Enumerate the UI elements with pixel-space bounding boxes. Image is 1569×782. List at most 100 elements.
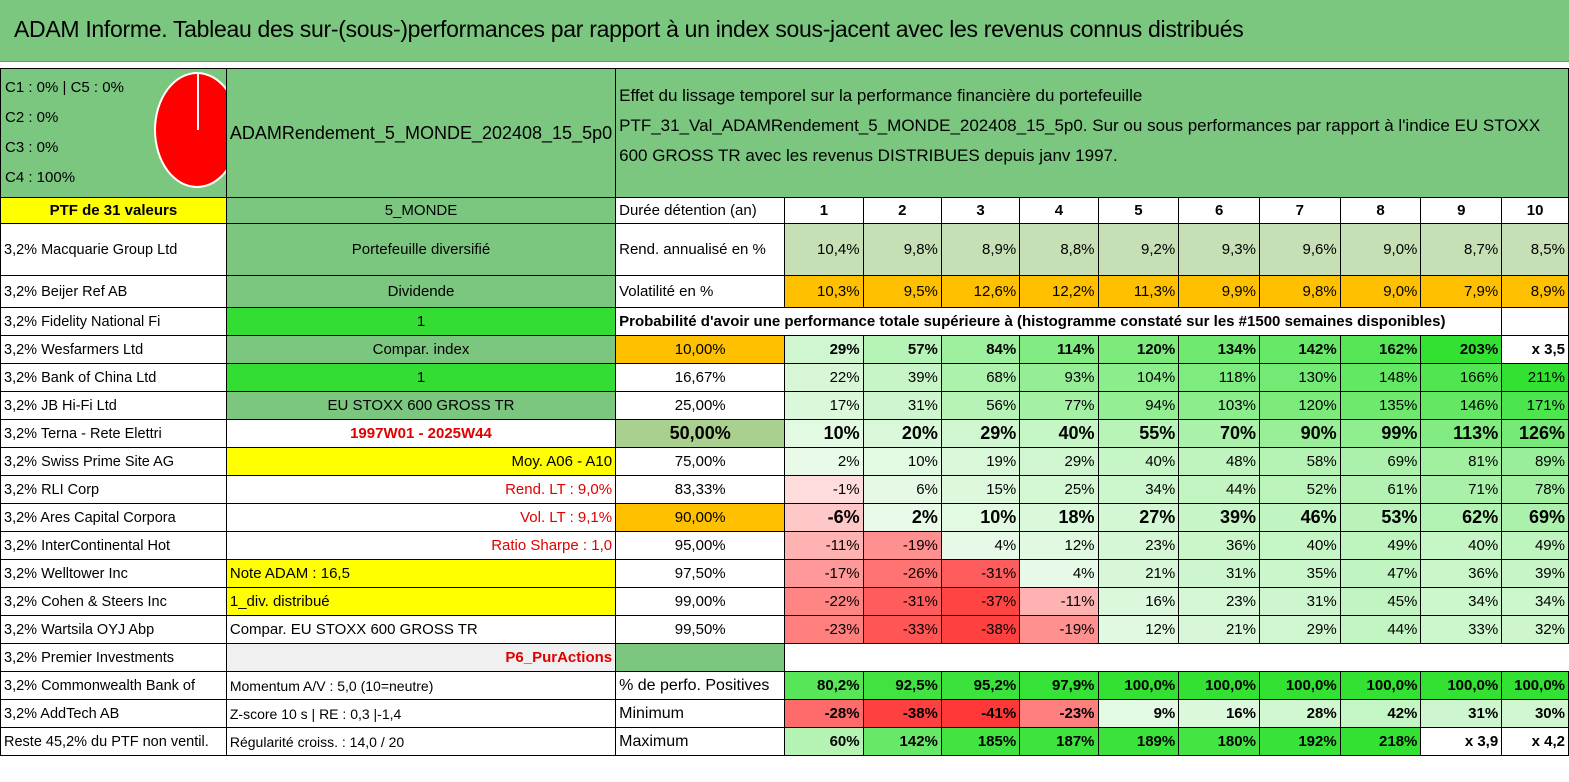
year-header: 6 <box>1178 197 1260 224</box>
probability-value: 23% <box>1178 587 1260 616</box>
side-period: 1997W01 - 2025W44 <box>225 419 617 448</box>
positives-value: 100,0% <box>1420 671 1503 700</box>
probability-value: -11% <box>1019 587 1099 616</box>
probability-value: 78% <box>1501 475 1569 504</box>
year-header: 1 <box>784 197 864 224</box>
probability-value: -38% <box>940 615 1021 644</box>
probability-value: 40% <box>1097 447 1180 476</box>
probability-level: 95,00% <box>615 531 786 560</box>
probability-value: 4% <box>940 531 1021 560</box>
probability-value: 35% <box>1258 559 1341 588</box>
probability-title: Probabilité d'avoir une performance tota… <box>615 307 1503 336</box>
probability-value: 39% <box>1178 503 1260 532</box>
probability-value: 18% <box>1019 503 1099 532</box>
probability-value: 12% <box>1097 615 1180 644</box>
probability-value: 135% <box>1339 391 1422 420</box>
probability-value: 49% <box>1501 531 1569 560</box>
minimum-value: -23% <box>1019 699 1099 728</box>
vol-value: 9,8% <box>1258 275 1341 308</box>
minimum-value: 42% <box>1339 699 1422 728</box>
side-tag: P6_PurActions <box>225 643 617 672</box>
year-header: 10 <box>1501 197 1569 224</box>
side-dividende: Dividende <box>225 275 617 308</box>
probability-value: 33% <box>1420 615 1503 644</box>
spacer-cell <box>615 643 786 672</box>
probability-value: 47% <box>1339 559 1422 588</box>
holding: 3,2% Cohen & Steers Inc <box>0 587 227 616</box>
probability-value: 68% <box>940 363 1021 392</box>
side-sharpe: Ratio Sharpe : 1,0 <box>225 531 617 560</box>
table-row: 3,2% JB Hi-Fi Ltd EU STOXX 600 GROSS TR 25… <box>0 391 1569 420</box>
legend-line: C1 : 0% | C5 : 0% <box>5 79 124 96</box>
probability-value: 134% <box>1178 335 1260 364</box>
probability-value: 34% <box>1420 587 1503 616</box>
probability-value: 148% <box>1339 363 1422 392</box>
rend-value: 10,4% <box>784 223 864 276</box>
positives-value: 92,5% <box>862 671 942 700</box>
probability-value: 61% <box>1339 475 1422 504</box>
year-header: 2 <box>862 197 942 224</box>
positives-value: 100,0% <box>1339 671 1422 700</box>
probability-value: 27% <box>1097 503 1180 532</box>
minimum-value: -41% <box>940 699 1021 728</box>
probability-value: 29% <box>784 335 864 364</box>
probability-value: 21% <box>1178 615 1260 644</box>
side-note: Note ADAM : 16,5 <box>225 559 617 588</box>
probability-value: 31% <box>862 391 942 420</box>
rend-value: 9,0% <box>1339 223 1422 276</box>
maximum-value: x 3,9 <box>1420 727 1503 756</box>
empty-cell <box>1502 644 1569 672</box>
table-row: 3,2% RLI Corp Rend. LT : 9,0% 83,33% -1% 6% 1… <box>0 475 1569 504</box>
year-header: 9 <box>1420 197 1503 224</box>
probability-value: 120% <box>1097 335 1180 364</box>
holding: 3,2% Beijer Ref AB <box>0 275 227 308</box>
probability-value: 22% <box>784 363 864 392</box>
probability-value: 142% <box>1258 335 1341 364</box>
probability-value: 114% <box>1019 335 1099 364</box>
rend-label: Rend. annualisé en % <box>615 223 786 276</box>
side-moy: Moy. A06 - A10 <box>225 447 617 476</box>
table-row: 3,2% Macquarie Group Ltd Portefeuille div… <box>0 223 1569 276</box>
positives-value: 100,0% <box>1178 671 1260 700</box>
vol-value: 7,9% <box>1420 275 1503 308</box>
probability-value: -23% <box>784 615 864 644</box>
table-row: 3,2% Welltower Inc Note ADAM : 16,5 97,50%… <box>0 559 1569 588</box>
ptf-count: PTF de 31 valeurs <box>0 197 227 224</box>
probability-value: 113% <box>1420 419 1503 448</box>
probability-value: 89% <box>1501 447 1569 476</box>
empty-cell <box>1340 644 1421 672</box>
vol-value: 11,3% <box>1097 275 1180 308</box>
table-row: 3,2% Cohen & Steers Inc 1_div. distribué 9… <box>0 587 1569 616</box>
duration-label: Durée détention (an) <box>615 197 786 224</box>
probability-value: 58% <box>1258 447 1341 476</box>
probability-value: 55% <box>1097 419 1180 448</box>
probability-value: 12% <box>1019 531 1099 560</box>
probability-level: 25,00% <box>615 391 786 420</box>
probability-value: -17% <box>784 559 864 588</box>
probability-value: 171% <box>1501 391 1569 420</box>
maximum-value: 142% <box>862 727 942 756</box>
side-compar: Compar. EU STOXX 600 GROSS TR <box>225 615 617 644</box>
year-header: 3 <box>940 197 1021 224</box>
probability-value: 52% <box>1258 475 1341 504</box>
table-row: 3,2% InterContinental Hot Ratio Sharpe : … <box>0 531 1569 560</box>
probability-value: 39% <box>862 363 942 392</box>
vol-value: 10,3% <box>784 275 864 308</box>
probability-value: 62% <box>1420 503 1503 532</box>
probability-value: 99% <box>1339 419 1422 448</box>
rend-value: 8,8% <box>1019 223 1099 276</box>
probability-value: 44% <box>1178 475 1260 504</box>
probability-value: 40% <box>1258 531 1341 560</box>
probability-value: 166% <box>1420 363 1503 392</box>
table-row: 3,2% Swiss Prime Site AG Moy. A06 - A10 75… <box>0 447 1569 476</box>
holding: 3,2% Premier Investments <box>0 643 227 672</box>
probability-value: 53% <box>1339 503 1422 532</box>
probability-value: 44% <box>1339 615 1422 644</box>
probability-value: 36% <box>1178 531 1260 560</box>
year-header: 5 <box>1097 197 1180 224</box>
legend-line: C3 : 0% <box>5 139 59 156</box>
minimum-value: 28% <box>1258 699 1341 728</box>
probability-value: -11% <box>784 531 864 560</box>
probability-value: 56% <box>940 391 1021 420</box>
probability-value: 15% <box>940 475 1021 504</box>
